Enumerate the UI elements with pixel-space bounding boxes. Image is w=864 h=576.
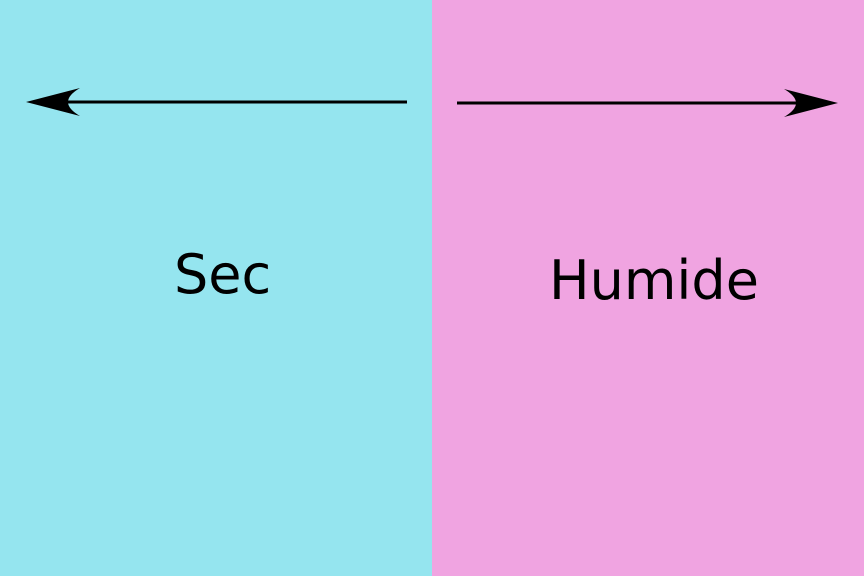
humid-label: Humide [549,249,759,312]
dry-panel: Sec [0,0,432,576]
right-arrow-head [784,89,838,117]
humid-panel: Humide [432,0,864,576]
left-arrow-icon [26,88,407,116]
right-arrow-icon [457,89,838,117]
dry-label: Sec [174,243,272,306]
left-arrow-head [26,88,80,116]
